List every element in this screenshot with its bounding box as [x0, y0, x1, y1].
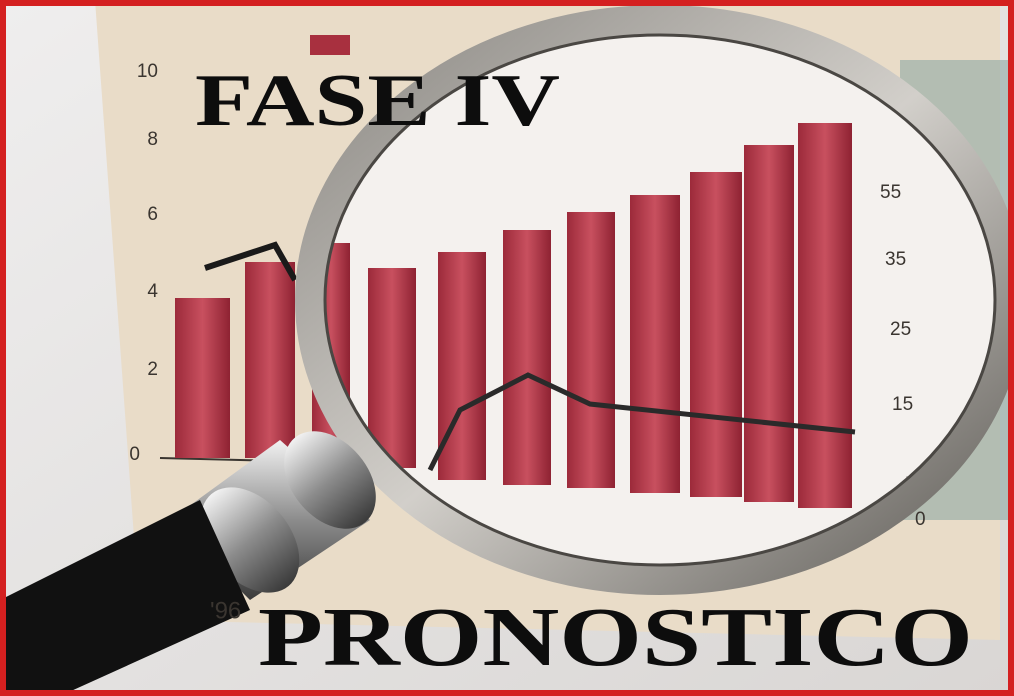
right-axis-label: 25 — [890, 319, 911, 340]
photo-bar — [630, 195, 680, 493]
legend-swatch — [310, 35, 350, 55]
photo-bar — [567, 212, 615, 488]
left-axis-label: 6 — [147, 204, 158, 225]
photo-bar — [245, 262, 295, 458]
photo-bar — [438, 252, 486, 480]
photo-bar — [690, 172, 742, 497]
year-label: '96 — [210, 597, 241, 624]
photo-bar — [744, 145, 794, 502]
photo-bar — [503, 230, 551, 485]
right-axis-label: 15 — [892, 394, 913, 415]
photo-bar — [175, 298, 230, 458]
left-axis-label: 0 — [129, 444, 140, 465]
left-axis-label: 4 — [147, 281, 158, 302]
right-axis-label: 35 — [885, 249, 906, 270]
left-axis-label: 2 — [147, 359, 158, 380]
left-axis-label: 10 — [137, 61, 158, 82]
right-axis-label: 0 — [915, 509, 926, 530]
title: FASE IV — [195, 60, 560, 142]
photo-bar — [798, 123, 852, 508]
left-axis-label: 8 — [147, 129, 158, 150]
slide: 10 8 6 4 2 0 55 35 25 15 5 0 '96 FASE IV… — [0, 0, 1014, 696]
subtitle: PRONOSTICO — [258, 591, 973, 684]
right-axis-label: 55 — [880, 182, 901, 203]
